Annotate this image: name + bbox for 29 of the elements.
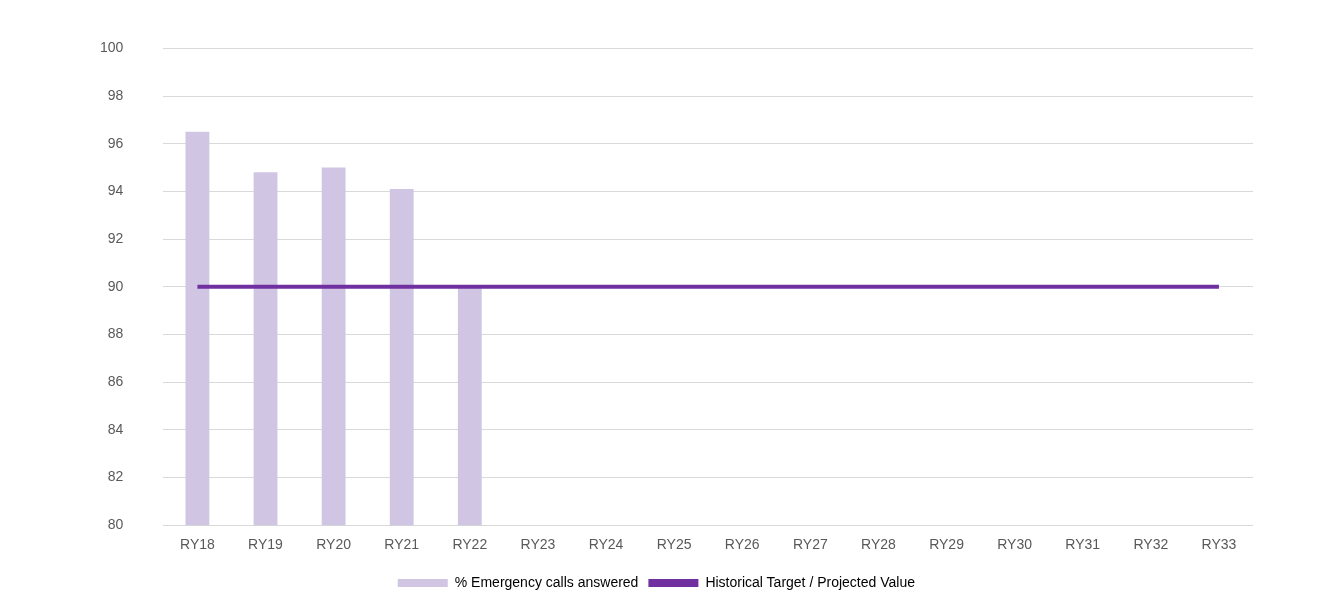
x-tick-label: RY30 xyxy=(997,536,1033,553)
legend-label: % Emergency calls answered xyxy=(454,573,639,590)
y-tick-label: 92 xyxy=(107,229,124,246)
x-tick-label: RY20 xyxy=(316,536,352,553)
x-tick-label: RY26 xyxy=(724,536,760,553)
x-tick-label: RY25 xyxy=(656,536,692,553)
x-tick-label: RY33 xyxy=(1201,536,1237,553)
y-tick-label: 80 xyxy=(107,516,124,533)
y-tick-label: 88 xyxy=(107,325,124,342)
x-tick-label: RY28 xyxy=(861,536,897,553)
y-tick-label: 90 xyxy=(107,277,124,294)
x-tick-label: RY19 xyxy=(248,536,284,553)
y-tick-label: 96 xyxy=(107,134,124,151)
x-tick-label: RY21 xyxy=(384,536,420,553)
x-tick-label: RY24 xyxy=(588,536,624,553)
y-tick-label: 100 xyxy=(100,39,124,56)
y-tick-label: 94 xyxy=(107,182,124,199)
legend-label: Historical Target / Projected Value xyxy=(705,573,916,590)
x-tick-label: RY31 xyxy=(1065,536,1101,553)
x-tick-label: RY32 xyxy=(1133,536,1169,553)
x-tick-label: RY23 xyxy=(520,536,556,553)
y-tick-label: 82 xyxy=(107,468,124,485)
y-tick-label: 86 xyxy=(107,373,124,390)
y-tick-label: 98 xyxy=(107,86,124,103)
y-tick-label: 84 xyxy=(107,420,124,437)
x-tick-label: RY22 xyxy=(452,536,488,553)
x-tick-label: RY29 xyxy=(929,536,965,553)
x-tick-label: RY18 xyxy=(180,536,215,553)
x-tick-label: RY27 xyxy=(792,536,828,553)
